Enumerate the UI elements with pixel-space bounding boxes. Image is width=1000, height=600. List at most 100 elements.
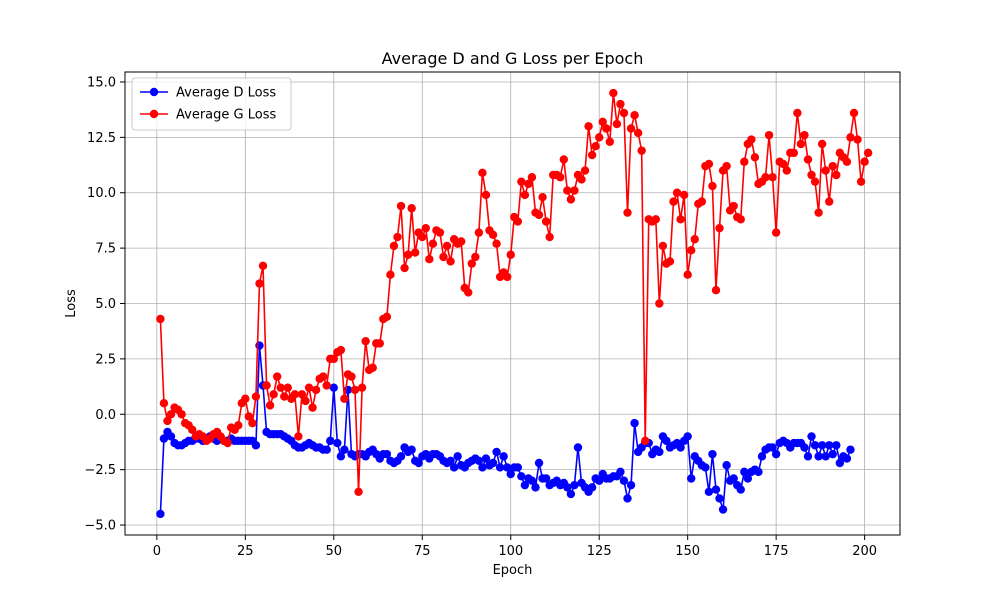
- data-point: [718, 505, 728, 514]
- data-point: [251, 392, 261, 401]
- data-point: [832, 170, 841, 180]
- data-point: [340, 445, 349, 454]
- data-point: [506, 250, 515, 259]
- data-point: [283, 383, 292, 392]
- data-point: [318, 372, 328, 381]
- data-point: [580, 166, 590, 175]
- data-point: [495, 463, 505, 472]
- data-point: [672, 188, 682, 197]
- data-point: [842, 157, 852, 166]
- data-point: [807, 432, 816, 441]
- y-tick-label: −2.5: [84, 463, 116, 478]
- data-point: [258, 261, 268, 271]
- data-point: [602, 124, 611, 133]
- data-point: [304, 383, 314, 392]
- data-point: [616, 467, 625, 477]
- data-point: [587, 483, 597, 492]
- data-point: [754, 467, 763, 477]
- data-point: [464, 288, 473, 297]
- data-point: [828, 161, 837, 171]
- y-tick-label: 7.5: [95, 242, 116, 257]
- x-tick-label: 100: [498, 544, 523, 559]
- data-point: [517, 472, 526, 481]
- legend-marker: [149, 87, 159, 97]
- series-d-loss: [156, 341, 855, 519]
- data-point: [453, 452, 462, 461]
- data-point: [188, 425, 197, 434]
- data-point: [396, 452, 406, 461]
- data-point: [396, 201, 406, 211]
- data-point: [502, 272, 512, 282]
- data-point: [488, 458, 498, 468]
- data-point: [556, 173, 565, 182]
- data-point: [658, 241, 668, 251]
- data-point: [683, 270, 692, 279]
- data-point: [570, 186, 579, 195]
- data-point: [428, 239, 438, 248]
- data-point: [269, 390, 278, 399]
- data-point: [425, 254, 434, 264]
- data-point: [789, 148, 799, 158]
- data-point: [329, 354, 338, 364]
- data-point: [598, 117, 607, 127]
- data-point: [244, 412, 254, 421]
- data-point: [393, 232, 402, 242]
- data-point: [531, 483, 540, 492]
- data-point: [637, 146, 646, 155]
- data-point: [159, 398, 169, 408]
- data-point: [757, 452, 767, 461]
- data-point: [421, 223, 430, 233]
- data-point: [711, 485, 721, 494]
- data-point: [265, 401, 275, 410]
- y-tick-label: −5.0: [84, 519, 116, 534]
- data-point: [595, 133, 604, 142]
- data-point: [651, 215, 661, 224]
- data-point: [255, 279, 264, 288]
- data-point: [595, 476, 604, 485]
- data-point: [418, 232, 427, 242]
- data-point: [616, 99, 625, 109]
- data-point: [740, 467, 749, 477]
- data-point: [729, 474, 738, 483]
- data-point: [403, 250, 413, 259]
- data-point: [234, 421, 243, 430]
- data-point: [736, 215, 745, 224]
- data-point: [513, 217, 523, 226]
- data-point: [853, 135, 862, 144]
- data-point: [619, 476, 629, 485]
- x-tick-label: 200: [852, 544, 877, 559]
- y-axis-ticks: −5.0 −2.5 0.0 2.5 5.0 7.5 10.0 12.5 15.0: [84, 75, 125, 534]
- data-point: [251, 441, 261, 450]
- data-point: [743, 474, 753, 483]
- y-axis-label: Loss: [64, 289, 79, 318]
- data-point: [623, 494, 632, 503]
- data-point: [566, 195, 576, 204]
- data-point: [828, 449, 837, 459]
- data-point: [768, 443, 777, 452]
- data-point: [513, 463, 523, 472]
- x-axis-label: Epoch: [493, 563, 533, 578]
- data-point: [541, 217, 551, 226]
- data-point: [630, 111, 639, 120]
- data-point: [825, 441, 834, 450]
- data-point: [605, 137, 615, 146]
- data-point: [435, 228, 445, 237]
- data-point: [280, 392, 289, 401]
- data-point: [400, 263, 409, 273]
- data-point: [357, 383, 367, 392]
- y-tick-label: 12.5: [87, 131, 116, 146]
- data-point: [655, 299, 664, 308]
- data-point: [156, 509, 165, 519]
- data-point: [255, 341, 264, 350]
- data-point: [276, 383, 285, 392]
- data-point: [609, 88, 618, 98]
- data-point: [704, 487, 714, 496]
- data-point: [669, 197, 678, 206]
- data-point: [683, 432, 692, 441]
- data-point: [764, 130, 774, 140]
- data-point: [771, 449, 781, 459]
- data-point: [492, 239, 501, 248]
- data-point: [166, 432, 176, 441]
- y-tick-label: 2.5: [95, 352, 116, 367]
- data-point: [626, 124, 636, 133]
